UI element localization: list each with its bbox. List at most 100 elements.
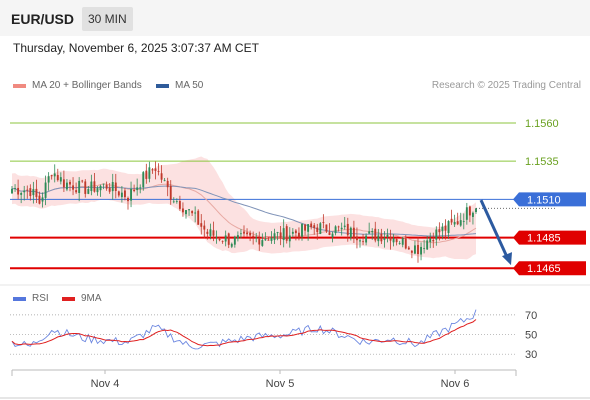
candle [84, 179, 87, 198]
candle-body [87, 189, 90, 194]
candle-body [392, 238, 395, 243]
candle [50, 174, 53, 180]
candle [435, 226, 438, 246]
candle-body [175, 201, 178, 202]
candle [166, 177, 169, 197]
candle-body [334, 226, 337, 234]
candle-body [200, 223, 203, 227]
candle-body [258, 238, 261, 245]
candle-body [459, 220, 462, 226]
candle [127, 196, 129, 210]
candle-body [221, 240, 224, 242]
candle-body [294, 230, 297, 234]
candle-body [276, 232, 279, 234]
candle-body [307, 224, 310, 232]
candle-body [117, 191, 120, 196]
candle [319, 222, 322, 235]
candle [246, 228, 248, 237]
candle [215, 230, 218, 244]
candle [438, 222, 441, 241]
candle-body [102, 183, 105, 185]
candle-body [227, 233, 230, 245]
x-tick-label-2: Nov 6 [441, 378, 470, 390]
candle [218, 236, 221, 242]
candle [221, 240, 224, 244]
candle-body [169, 185, 172, 200]
candle-body [389, 237, 392, 241]
candle [133, 184, 136, 193]
candle [224, 230, 227, 247]
candle-body [322, 222, 325, 223]
candle [175, 198, 178, 204]
candle [23, 185, 26, 201]
candle-body [462, 221, 465, 222]
candle [334, 225, 337, 236]
candle-body [423, 248, 426, 250]
candle [99, 184, 102, 197]
candle [240, 229, 242, 239]
candle [252, 231, 255, 245]
candle-body [465, 207, 468, 220]
candle-body [261, 240, 264, 246]
candle-body [352, 227, 355, 238]
candle-body [185, 210, 187, 215]
candle-body [157, 171, 160, 172]
candle [456, 212, 459, 226]
candle [59, 172, 62, 185]
rsi-swatch [13, 296, 26, 301]
candle-body [346, 223, 349, 236]
candle-body [230, 243, 233, 247]
candle-body [377, 235, 380, 242]
candle-body [29, 188, 32, 197]
candle [468, 205, 471, 223]
legend-rsi-label: RSI [32, 293, 49, 304]
candle [197, 209, 200, 225]
candle [14, 184, 16, 192]
candle-body [432, 239, 435, 242]
candle [53, 164, 56, 183]
ma50-line [11, 185, 477, 237]
candle-body [142, 172, 145, 188]
candle [294, 228, 297, 241]
candle [282, 219, 285, 248]
candle [29, 184, 32, 201]
candle [191, 210, 194, 216]
candle [178, 195, 181, 211]
candle-body [267, 239, 270, 241]
candle-body [203, 225, 206, 230]
candle-body [243, 231, 245, 234]
candle-body [285, 226, 288, 241]
candle [465, 202, 468, 225]
candle [410, 249, 413, 259]
candle [163, 178, 166, 182]
candle-body [35, 188, 38, 198]
candle-body [72, 185, 74, 190]
candle [450, 209, 453, 225]
candle-body [255, 237, 258, 239]
candle-body [108, 187, 111, 192]
candle [56, 168, 59, 182]
candle [279, 225, 282, 246]
candle-body [407, 247, 410, 250]
candle [87, 186, 90, 195]
candle-body [148, 167, 151, 179]
timeframe-badge[interactable]: 30 MIN [82, 7, 133, 31]
candle-body [356, 236, 358, 241]
candle [462, 213, 465, 230]
candle-body [145, 170, 148, 179]
candle [203, 220, 206, 238]
candle [313, 223, 316, 235]
candle [343, 216, 346, 230]
candle-body [349, 227, 352, 238]
candle [209, 223, 212, 240]
candle-body [233, 236, 236, 245]
forecast-arrow-head [502, 252, 512, 266]
candle-body [166, 180, 169, 188]
candle-body [343, 225, 346, 227]
candle [285, 224, 288, 244]
candle-body [304, 224, 306, 231]
candle-body [331, 233, 334, 238]
ma50-swatch [156, 83, 169, 88]
candle-body [456, 221, 459, 225]
